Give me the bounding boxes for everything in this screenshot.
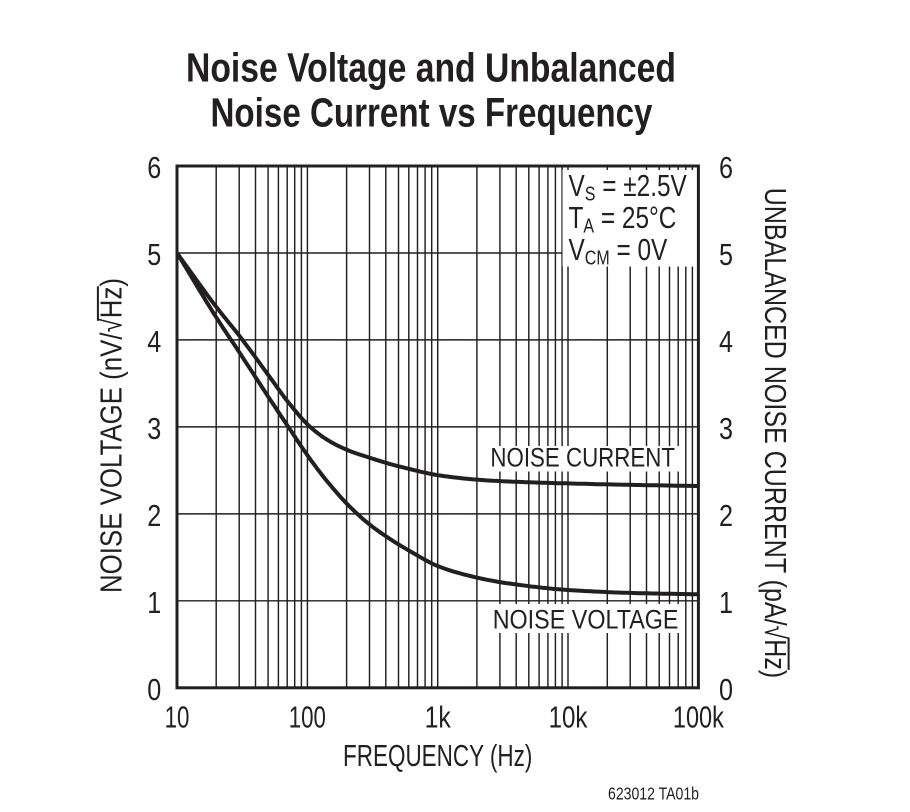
svg-text:100: 100 [289,699,326,734]
svg-text:623012 TA01b: 623012 TA01b [608,784,699,804]
svg-text:VS = ±2.5V: VS = ±2.5V [569,168,688,205]
svg-text:6: 6 [147,150,161,185]
svg-text:3: 3 [719,411,733,446]
svg-text:NOISE VOLTAGE (nV/√Hz): NOISE VOLTAGE (nV/√Hz) [93,278,128,593]
svg-text:2: 2 [719,498,733,533]
svg-text:Noise Current vs Frequency: Noise Current vs Frequency [211,90,653,136]
svg-text:1: 1 [147,585,161,620]
svg-text:6: 6 [719,150,733,185]
svg-text:FREQUENCY (Hz): FREQUENCY (Hz) [343,738,532,773]
svg-text:VCM = 0V: VCM = 0V [569,232,668,269]
svg-text:5: 5 [719,237,733,272]
svg-text:1k: 1k [425,699,452,734]
svg-text:1: 1 [719,585,733,620]
svg-text:10: 10 [165,699,190,734]
svg-text:NOISE VOLTAGE: NOISE VOLTAGE [493,605,679,635]
svg-text:2: 2 [147,498,161,533]
svg-text:0: 0 [719,672,733,707]
svg-text:3: 3 [147,411,161,446]
svg-text:100k: 100k [673,699,724,734]
svg-text:10k: 10k [549,699,588,734]
svg-text:4: 4 [147,324,161,359]
svg-text:Noise Voltage and Unbalanced: Noise Voltage and Unbalanced [186,44,676,90]
svg-text:0: 0 [147,672,161,707]
svg-text:NOISE CURRENT: NOISE CURRENT [490,443,675,473]
svg-text:UNBALANCED NOISE CURRENT (pA/√: UNBALANCED NOISE CURRENT (pA/√Hz) [758,188,793,679]
svg-text:5: 5 [147,237,161,272]
svg-text:4: 4 [719,324,733,359]
